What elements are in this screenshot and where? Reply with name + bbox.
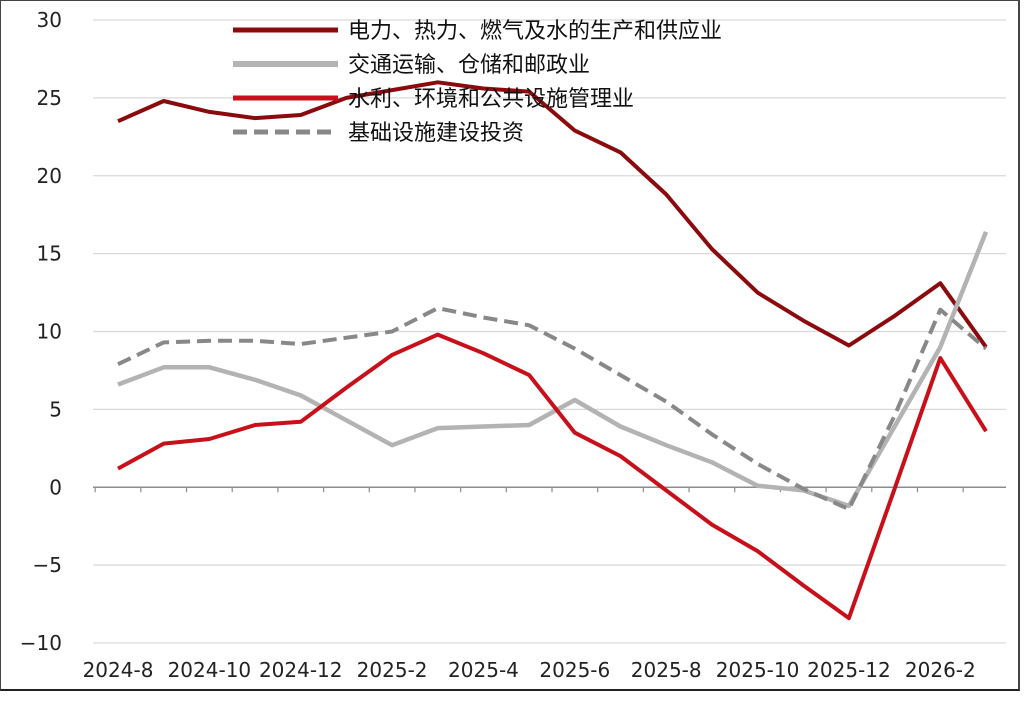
x-tick-label: 2024-10 xyxy=(168,658,252,682)
y-tick-label: 10 xyxy=(37,320,62,344)
y-tick-label: 25 xyxy=(37,86,62,110)
series-line-4 xyxy=(117,306,988,512)
series-layer xyxy=(117,80,989,621)
legend-label-1: 电力、热力、燃气及水的生产和供应业 xyxy=(348,19,722,44)
grid-layer xyxy=(93,19,1006,644)
legend-label-3: 水利、环境和公共设施管理业 xyxy=(348,87,634,112)
y-tick-label: −5 xyxy=(33,553,62,577)
y-tick-label: 30 xyxy=(37,8,62,32)
y-tick-label: −10 xyxy=(20,631,62,655)
x-tick-label: 2025-4 xyxy=(448,658,519,682)
x-tick-label: 2026-2 xyxy=(905,658,976,682)
legend: 电力、热力、燃气及水的生产和供应业交通运输、仓储和邮政业水利、环境和公共设施管理… xyxy=(233,19,722,146)
y-tick-label: 0 xyxy=(49,475,62,499)
x-tick-label: 2025-2 xyxy=(357,658,428,682)
x-tick-label: 2025-8 xyxy=(631,658,702,682)
y-tick-label: 20 xyxy=(37,164,62,188)
x-tick-label: 2025-12 xyxy=(807,658,891,682)
legend-label-2: 交通运输、仓储和邮政业 xyxy=(348,53,590,78)
x-tick-label: 2025-6 xyxy=(539,658,610,682)
y-tick-label: 5 xyxy=(49,397,62,421)
legend-label-4: 基础设施建设投资 xyxy=(348,121,524,146)
x-tick-label: 2025-10 xyxy=(716,658,800,682)
x-axis-ticks: 2024-8 2024-10 2024-12 2025-2 2025-4 2025-6 20… xyxy=(83,487,976,682)
x-tick-label: 2024-8 xyxy=(83,658,154,682)
series-line-3 xyxy=(117,332,988,621)
y-axis-ticks: −10 −5 0 5 10 15 20 25 30 xyxy=(20,8,62,655)
series-line-2 xyxy=(117,230,989,509)
y-tick-label: 15 xyxy=(37,242,62,266)
x-tick-label: 2024-12 xyxy=(259,658,343,682)
series-line-1 xyxy=(117,80,988,349)
